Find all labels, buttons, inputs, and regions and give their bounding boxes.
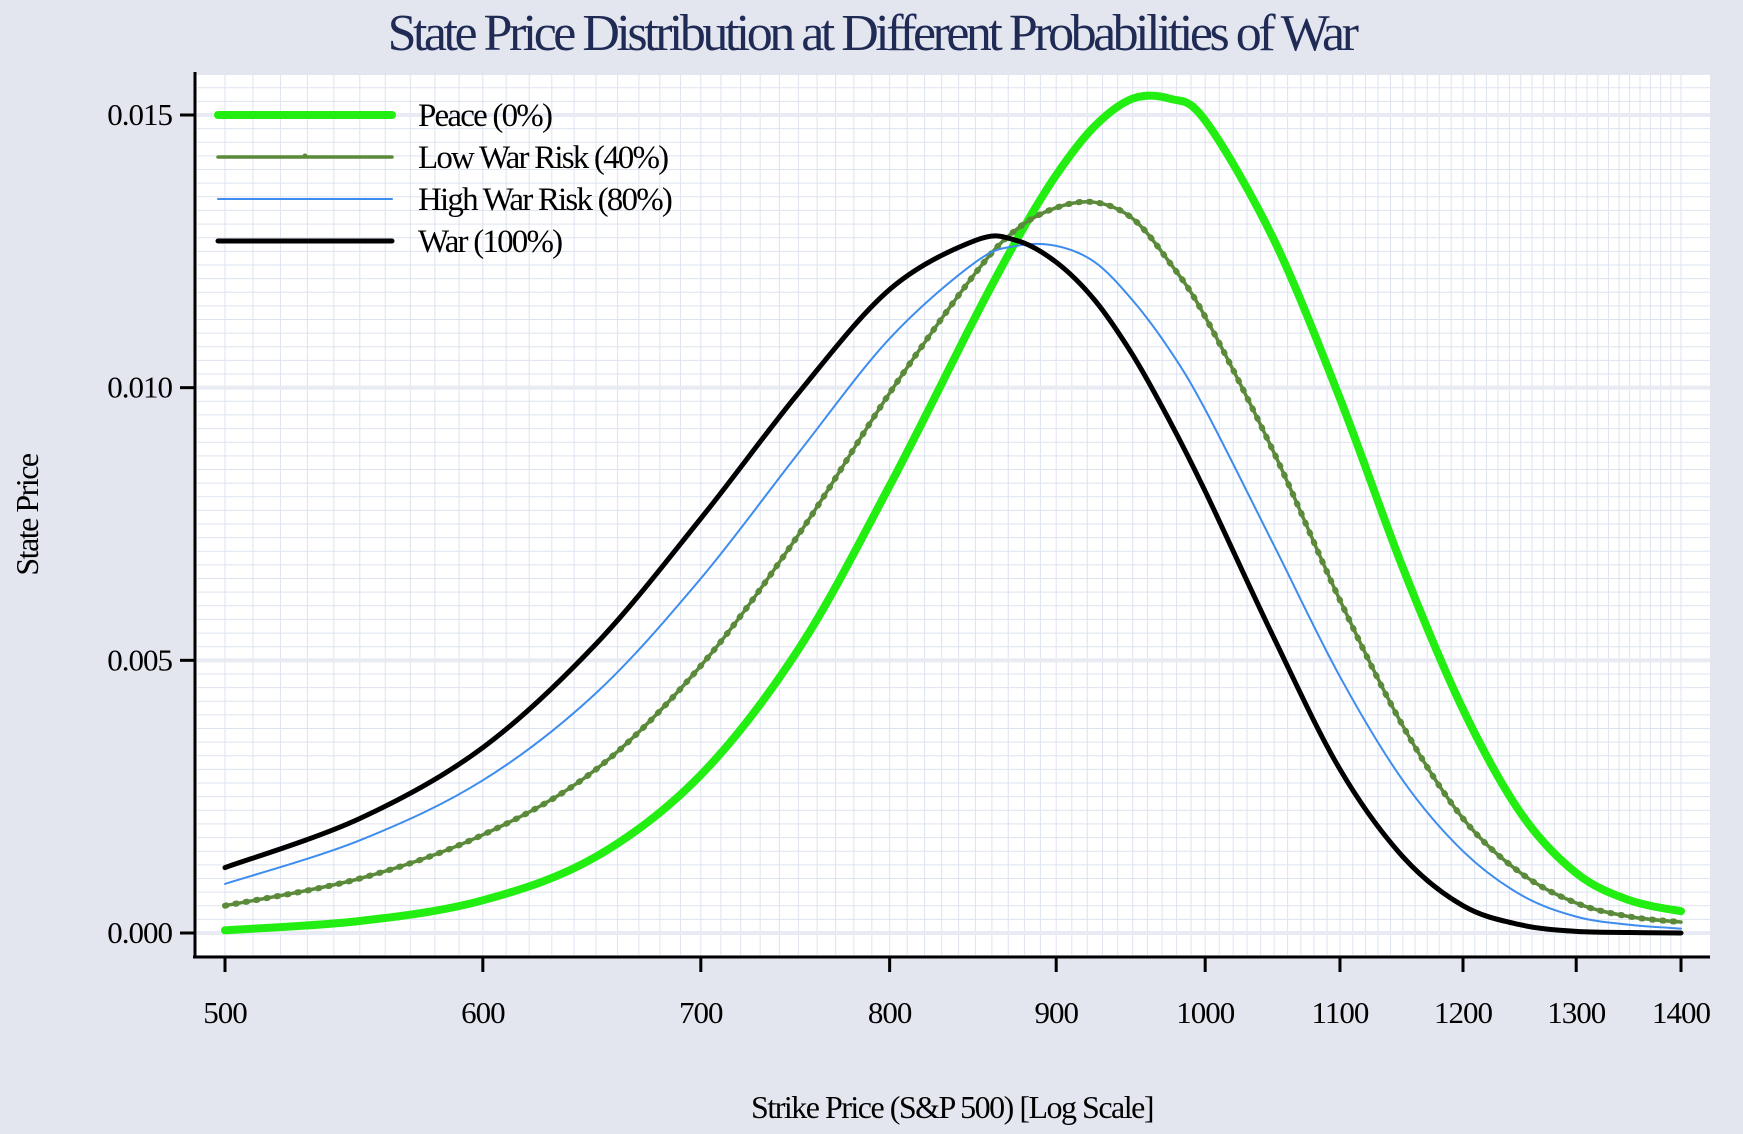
legend-label-1: Peace (0%) [418,98,552,134]
x-tick-label: 1100 [1312,995,1369,1030]
x-tick-label: 600 [461,995,505,1030]
chart-title: State Price Distribution at Different Pr… [387,5,1359,62]
x-tick-label: 800 [868,995,912,1030]
y-tick-label: 0.010 [107,370,172,405]
y-tick-label: 0.000 [107,915,172,950]
x-axis-ticks: 500 600 700 800 900 1000 1100 1200 1300 1400 [203,957,1712,1030]
series-line-3 [224,242,1682,930]
major-grid [197,113,1710,935]
x-tick-label: 1300 [1547,995,1606,1030]
y-axis-title: State Price [9,453,45,576]
legend-marker-2 [302,153,308,159]
legend-label-2: Low War Risk (40%) [418,140,668,176]
legend: Peace (0%) Low War Risk (40%) High War Ris… [214,98,674,260]
x-tick-label: 700 [679,995,723,1030]
x-tick-label: 1200 [1434,995,1493,1030]
x-axis-title: Strike Price (S&P 500) [Log Scale] [751,1089,1153,1125]
x-tick-label: 900 [1034,995,1078,1030]
series-line-1 [221,91,1685,935]
series-markers-2 [222,198,1684,926]
x-tick-label: 1400 [1652,995,1711,1030]
y-axis-ticks: 0.000 0.005 0.010 0.015 [107,97,195,950]
x-tick-label: 1000 [1176,995,1235,1030]
legend-label-4: War (100%) [418,224,562,260]
series-line-4 [222,233,1684,936]
series-lines [221,91,1685,936]
legend-label-3: High War Risk (80%) [418,182,672,218]
x-tick-label: 500 [203,995,247,1030]
y-tick-label: 0.015 [107,97,172,132]
y-tick-label: 0.005 [107,642,172,677]
